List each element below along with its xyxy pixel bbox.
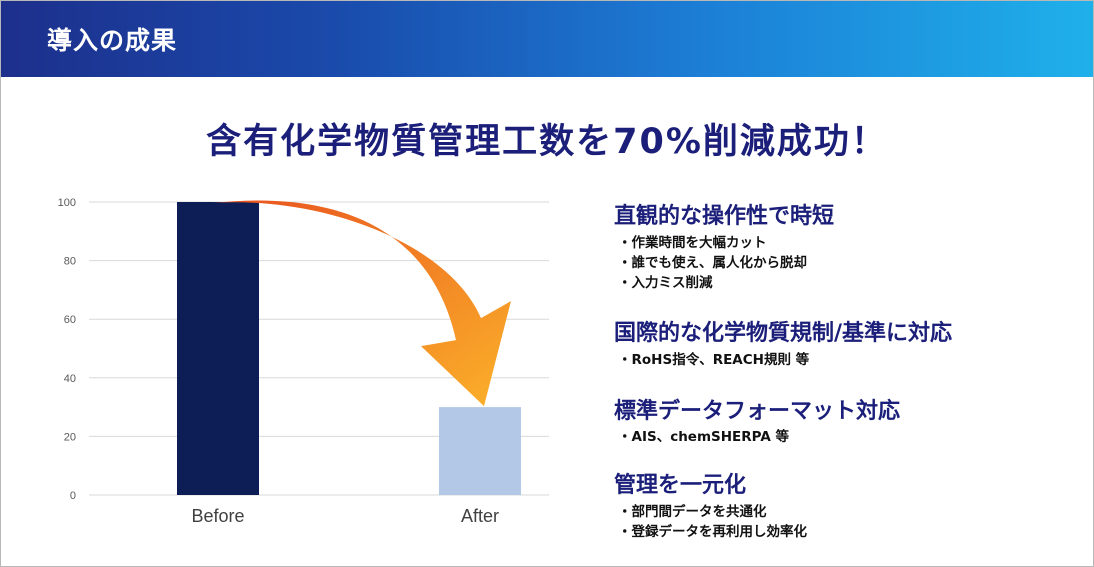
point-bullet: ・部門間データを共通化 [618,504,767,520]
point-bullet: ・作業時間を大幅カット [618,235,767,251]
y-tick-label: 0 [70,490,76,502]
reduction-bar-chart: 0 20 40 60 80 100 Before After [58,197,549,526]
point-bullet: ・RoHS指令、REACH規則 等 [618,352,810,368]
y-tick-label: 80 [64,256,76,268]
y-tick-label: 40 [64,373,76,385]
bar [177,202,259,495]
y-tick-label: 100 [58,197,76,209]
header-bar: 導入の成果 [1,1,1093,77]
y-tick-label: 20 [64,431,76,443]
x-category-label: After [461,506,499,526]
point-bullet: ・入力ミス削減 [618,275,713,291]
y-tick-label: 60 [64,314,76,326]
point-title-format: 標準データフォーマット対応 [614,399,901,424]
point-bullet: ・AIS、chemSHERPA 等 [618,429,789,445]
chart-y-axis: 0 20 40 60 80 100 [58,197,76,502]
headline: 含有化学物質管理工数を70%削減成功！ [206,122,888,162]
x-category-label: Before [191,506,244,526]
point-title-centralize: 管理を一元化 [614,473,747,498]
bar [439,407,521,495]
point-title-regulations: 国際的な化学物質規制/基準に対応 [614,321,953,346]
point-bullet: ・登録データを再利用し効率化 [618,524,807,540]
header-title: 導入の成果 [47,26,178,55]
point-title-speed: 直観的な操作性で時短 [614,204,835,229]
chart-bars [177,202,521,495]
chart-x-axis: Before After [191,506,499,526]
reduction-arrow-icon [213,200,511,407]
point-bullet: ・誰でも使え、属人化から脱却 [618,255,807,271]
